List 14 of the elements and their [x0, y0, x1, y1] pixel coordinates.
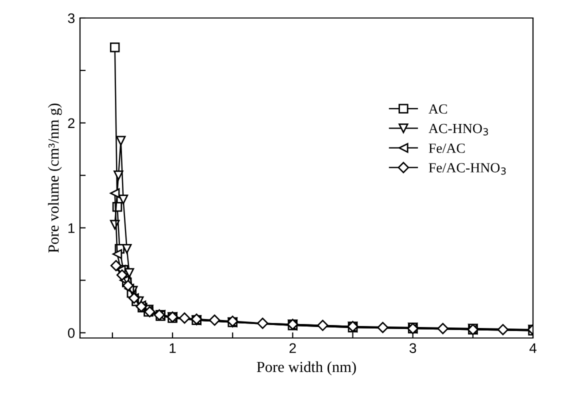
x-tick-label: 1 [170, 343, 176, 353]
y-tick-label: 3 [68, 13, 75, 24]
legend-label: Fe/AC-HNO$_{3}$ [428, 163, 506, 175]
x-tick-label: 3 [410, 343, 416, 354]
x-tick-label: 4 [529, 343, 536, 353]
y-tick-label: 2 [68, 118, 74, 128]
y-axis-title: Pore volume (cm³/nm g) [48, 104, 62, 253]
legend-label: AC [428, 104, 447, 114]
x-tick-label: 2 [290, 343, 296, 353]
legend-label: Fe/AC [428, 144, 465, 153]
legend-label: AC-HNO$_{3}$ [428, 124, 488, 136]
x-axis-title: Pore width (nm) [256, 361, 356, 376]
y-tick-label: 0 [68, 328, 75, 338]
y-tick-label: 1 [68, 223, 74, 233]
